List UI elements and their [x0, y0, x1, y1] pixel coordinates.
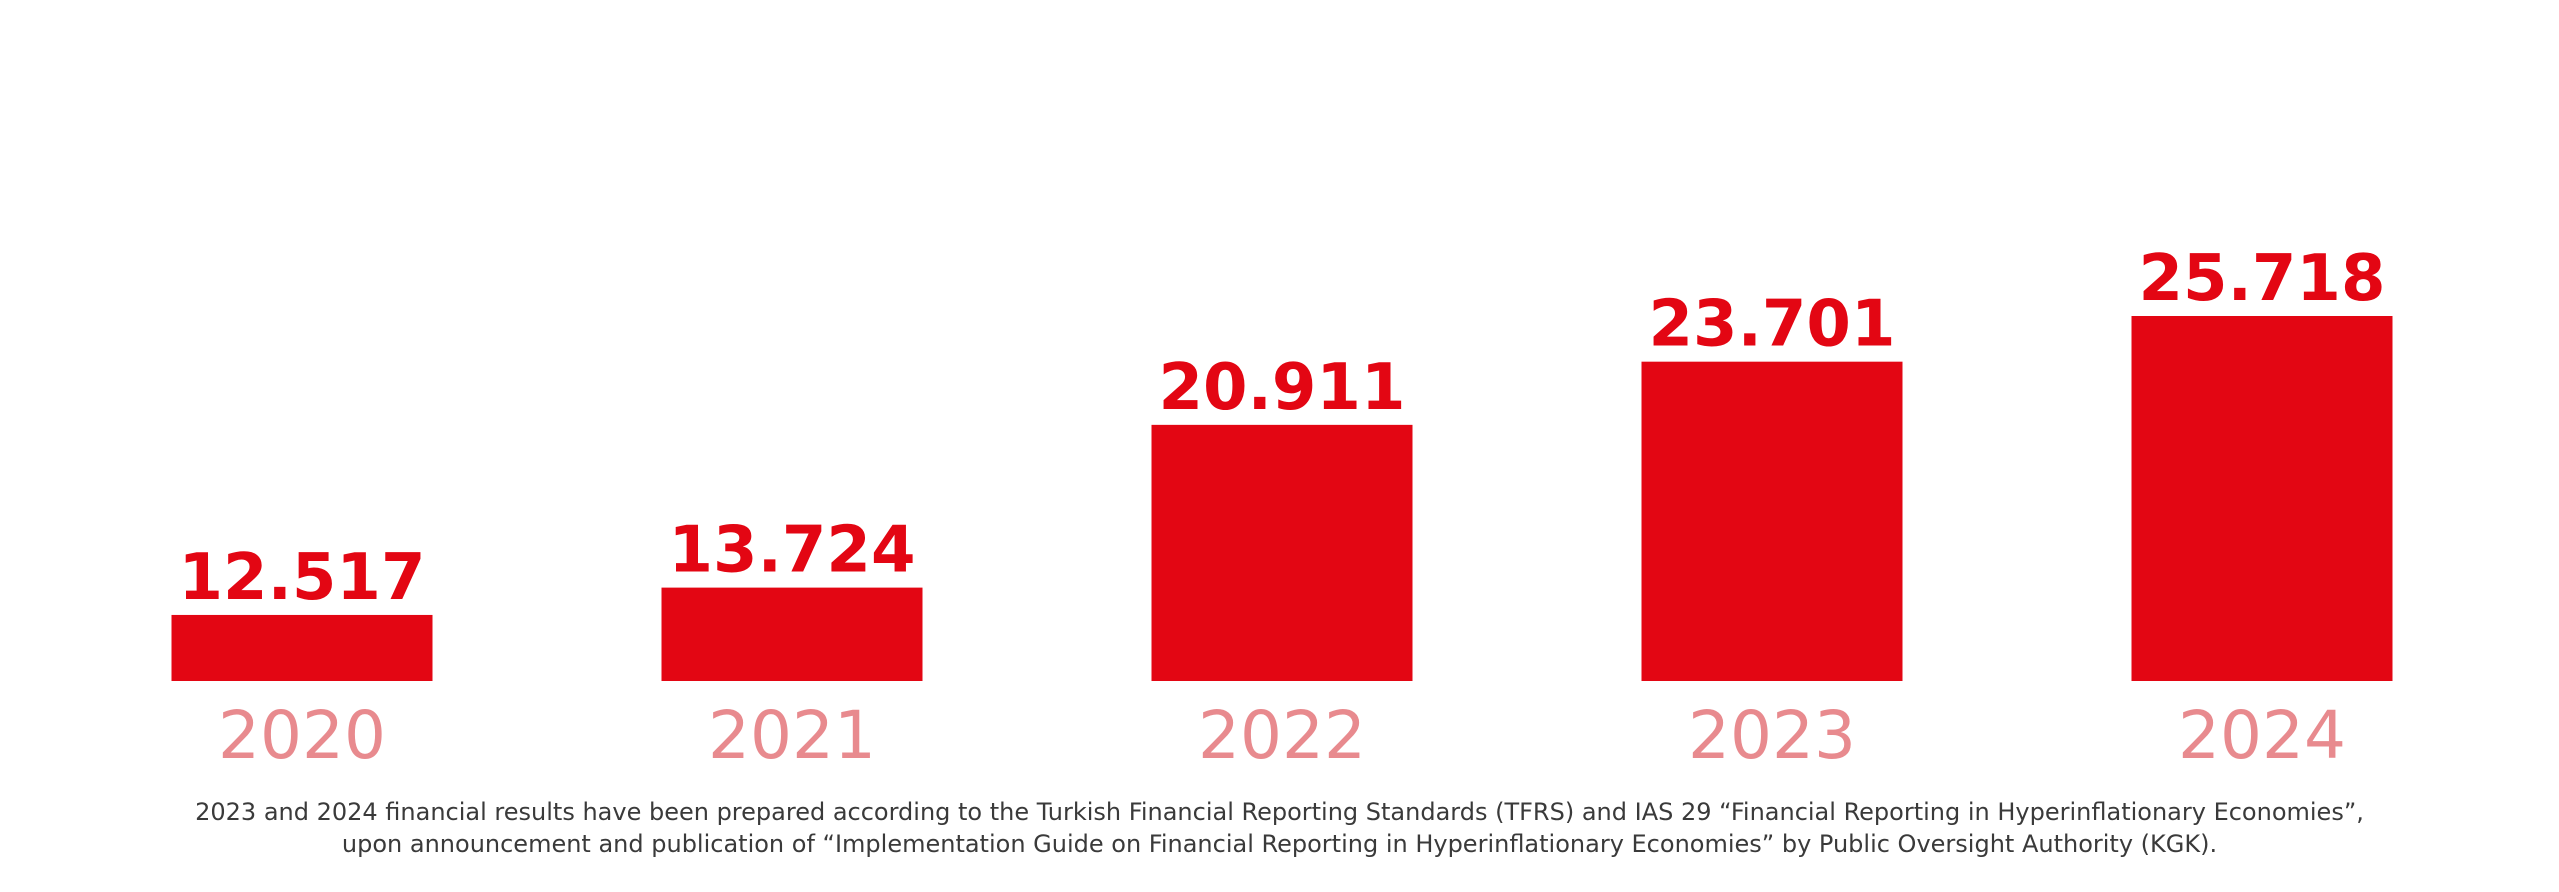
- bar-2024: [2131, 316, 2393, 681]
- category-label-2022: 2022: [1198, 697, 1366, 774]
- value-labels-group: 12.517 13.724 20.911 23.701 25.718: [179, 242, 2386, 615]
- category-label-2020: 2020: [218, 697, 386, 774]
- bar-2021: [661, 587, 923, 681]
- category-label-2021: 2021: [708, 697, 876, 774]
- bar-2020: [171, 614, 433, 681]
- value-label-2022: 20.911: [1159, 351, 1406, 425]
- value-label-2023: 23.701: [1649, 288, 1896, 362]
- value-label-2020: 12.517: [179, 541, 426, 615]
- value-label-2024: 25.718: [2139, 242, 2386, 316]
- bar-2023: [1641, 361, 1903, 681]
- bar-2022: [1151, 424, 1413, 681]
- footnote-line-1: 2023 and 2024 financial results have bee…: [195, 798, 2364, 826]
- category-labels-group: 2020 2021 2022 2023 2024: [218, 697, 2346, 774]
- bars-group: [171, 316, 2393, 681]
- category-label-2023: 2023: [1688, 697, 1856, 774]
- category-label-2024: 2024: [2178, 697, 2346, 774]
- value-label-2021: 13.724: [669, 514, 916, 588]
- footnote-line-2: upon announcement and publication of “Im…: [341, 830, 2218, 858]
- footnote: 2023 and 2024 financial results have bee…: [0, 796, 2559, 860]
